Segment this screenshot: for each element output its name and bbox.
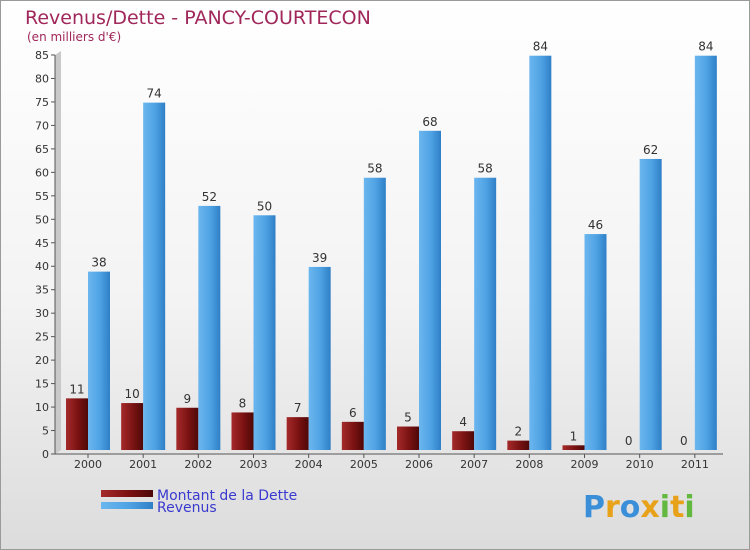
y-tick-label: 65: [35, 143, 49, 156]
proxiti-logo-text: Proxiti: [583, 490, 695, 525]
debt-value-label: 2: [515, 425, 523, 439]
y-tick-label: 20: [35, 354, 49, 367]
legend-swatch-debt: [101, 490, 153, 497]
x-tick-label: 2002: [184, 458, 212, 471]
chart-title: Revenus/Dette - PANCY-COURTECON: [25, 7, 371, 29]
debt-value-label: 10: [125, 387, 140, 401]
debt-value-label: 9: [184, 392, 192, 406]
y-tick-label: 0: [42, 448, 49, 461]
revenue-bar: [88, 271, 110, 450]
x-tick-label: 2009: [571, 458, 599, 471]
proxiti-logo: Proxiti: [583, 490, 695, 525]
debt-bar: [397, 426, 419, 450]
revenue-bar: [584, 234, 607, 450]
debt-bar: [507, 440, 530, 450]
debt-bar: [176, 407, 199, 450]
y-tick-label: 60: [35, 166, 49, 179]
revenue-bar: [529, 55, 552, 450]
debt-bar: [121, 403, 144, 450]
y-tick-label: 5: [42, 425, 49, 438]
debt-bar: [286, 417, 309, 450]
revenue-value-label: 68: [422, 115, 437, 129]
debt-value-label: 0: [680, 434, 688, 448]
debt-value-label: 7: [294, 401, 302, 415]
y-tick-label: 15: [35, 378, 49, 391]
debt-value-label: 1: [570, 429, 578, 443]
debt-bar: [66, 398, 88, 450]
x-tick-label: 2001: [129, 458, 157, 471]
revenue-value-label: 62: [643, 143, 658, 157]
logo-letter: o: [620, 490, 641, 525]
y-tick-label: 30: [35, 307, 49, 320]
debt-value-label: 11: [69, 382, 84, 396]
y-tick-label: 80: [35, 72, 49, 85]
revenue-bar: [419, 130, 441, 451]
revenue-value-label: 46: [588, 218, 603, 232]
logo-letter: P: [583, 490, 605, 525]
y-tick-label: 40: [35, 260, 49, 273]
x-tick-label: 2007: [460, 458, 488, 471]
debt-value-label: 6: [349, 406, 357, 420]
debt-bar: [562, 445, 585, 450]
revenue-value-label: 39: [312, 251, 327, 265]
x-tick-label: 2010: [626, 458, 654, 471]
debt-bar: [231, 412, 254, 450]
y-tick-label: 10: [35, 401, 49, 414]
logo-letter: i: [660, 490, 670, 525]
y-tick-label: 75: [35, 96, 49, 109]
revenue-value-label: 58: [367, 162, 382, 176]
revenue-value-label: 74: [147, 87, 162, 101]
y-tick-label: 25: [35, 331, 49, 344]
debt-value-label: 8: [239, 396, 247, 410]
y-tick-label: 50: [35, 213, 49, 226]
legend-swatch-revenue: [101, 502, 153, 509]
debt-bar: [452, 431, 475, 450]
logo-letter: i: [684, 490, 694, 525]
x-tick-label: 2005: [350, 458, 378, 471]
revenue-bar: [474, 177, 497, 450]
x-tick-label: 2008: [515, 458, 543, 471]
revenue-value-label: 58: [478, 162, 493, 176]
revenue-value-label: 50: [257, 199, 272, 213]
y-tick-label: 45: [35, 237, 49, 250]
debt-value-label: 4: [459, 415, 467, 429]
revenue-bar: [308, 266, 331, 450]
logo-letter: r: [605, 490, 620, 525]
revenue-value-label: 38: [91, 256, 106, 270]
bars: 11 38 10 74 9 52 8 50 7 39 6 58 5 68 4 58 2 84 1 46 0 62 0 84: [66, 40, 717, 451]
revenue-value-label: 84: [698, 40, 713, 54]
revenue-value-label: 52: [202, 190, 217, 204]
x-tick-label: 2003: [240, 458, 268, 471]
revenue-value-label: 84: [533, 40, 548, 54]
revenue-bar: [694, 55, 717, 450]
x-tick-label: 2006: [405, 458, 433, 471]
legend-label-revenue: Revenus: [157, 500, 217, 516]
chart-subtitle: (en milliers d'€): [27, 30, 121, 44]
revenue-bar: [143, 102, 166, 451]
debt-bar: [341, 421, 364, 450]
y-tick-label: 85: [35, 49, 49, 62]
debt-value-label: 5: [404, 411, 412, 425]
x-tick-label: 2004: [295, 458, 323, 471]
revenue-bar: [253, 215, 276, 450]
logo-letter: t: [670, 490, 684, 525]
revenue-bar: [639, 158, 662, 450]
x-tick-label: 2000: [74, 458, 102, 471]
debt-value-label: 0: [625, 434, 633, 448]
y-tick-label: 70: [35, 119, 49, 132]
revenue-bar: [198, 205, 221, 450]
x-tick-label: 2011: [681, 458, 709, 471]
y-tick-label: 35: [35, 284, 49, 297]
legend-label-debt: Montant de la Dette: [157, 488, 297, 504]
axis-wall: [55, 51, 61, 454]
logo-letter: x: [640, 490, 659, 525]
revenue-bar: [363, 177, 386, 450]
y-tick-label: 55: [35, 190, 49, 203]
